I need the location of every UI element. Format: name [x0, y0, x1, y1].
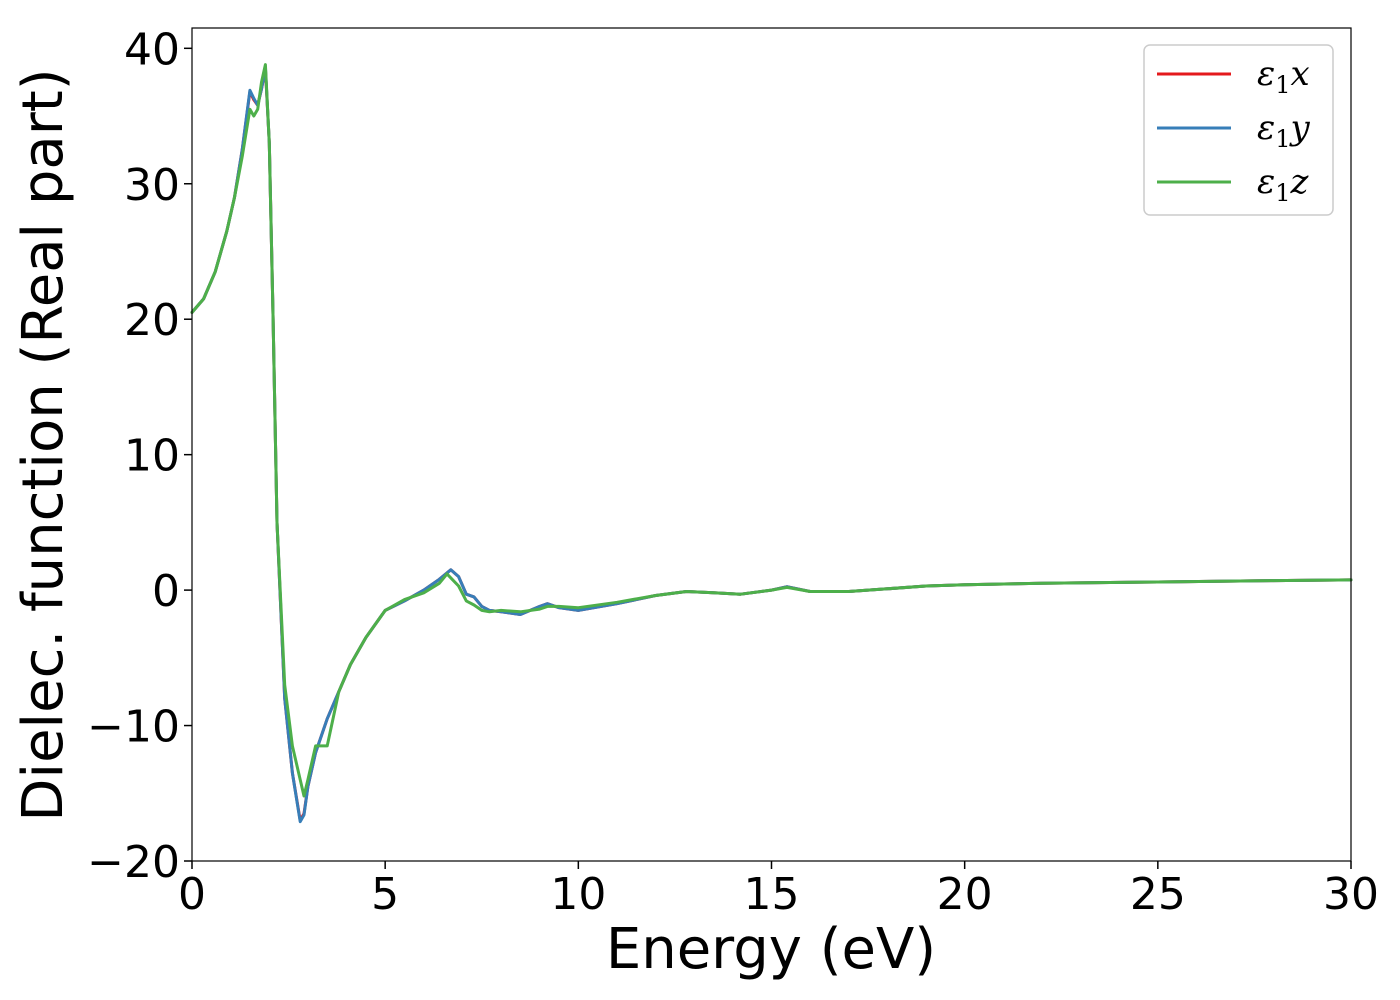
- x-tick-label: 25: [1130, 869, 1186, 920]
- legend-label-z: ε1z: [1257, 162, 1310, 207]
- x-tick-label: 0: [178, 869, 206, 920]
- y-tick-label: 20: [124, 295, 180, 346]
- legend: ε1x ε1y ε1z: [1143, 44, 1334, 216]
- legend-label-y: ε1y: [1257, 108, 1311, 153]
- series-layer: [190, 63, 1353, 824]
- x-axis-title: Energy (eV): [606, 917, 936, 982]
- y-tick-label: 30: [124, 160, 180, 211]
- x-tick-label: 20: [937, 869, 993, 920]
- y-axis-ticks: −20 −10 0 10 20 30 40: [87, 24, 192, 888]
- y-tick-label: 40: [124, 24, 180, 75]
- x-tick-label: 5: [371, 869, 399, 920]
- x-tick-label: 30: [1323, 869, 1379, 920]
- y-tick-label: 0: [152, 566, 180, 617]
- legend-box: [1143, 44, 1334, 216]
- legend-label-x: ε1x: [1257, 54, 1310, 99]
- y-axis-title: Dielec. function (Real part): [11, 68, 76, 821]
- x-tick-label: 15: [744, 869, 800, 920]
- y-tick-label: −10: [87, 702, 180, 753]
- series-line-z: [190, 63, 1353, 798]
- y-tick-label: −20: [87, 837, 180, 888]
- x-tick-label: 10: [550, 869, 606, 920]
- x-axis-ticks: 0 5 10 15 20 25 30: [178, 861, 1379, 920]
- y-tick-label: 10: [124, 431, 180, 482]
